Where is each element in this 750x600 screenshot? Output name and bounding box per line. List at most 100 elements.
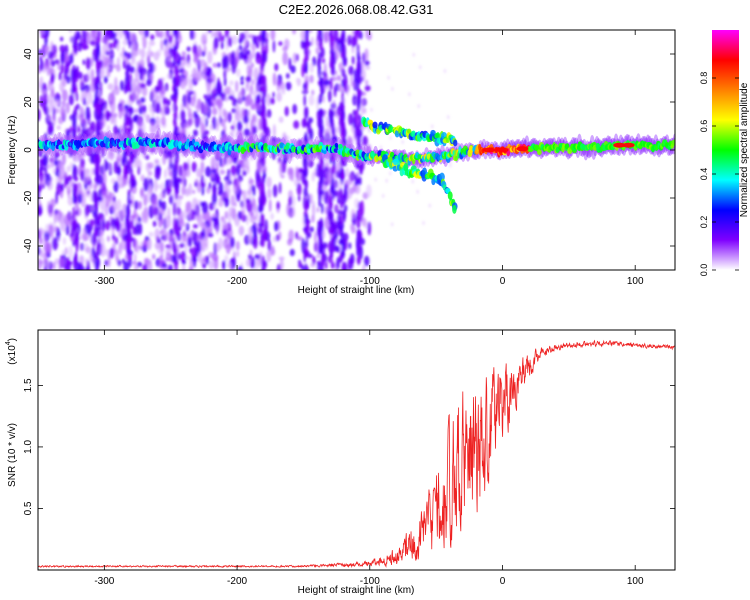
heatmap-cell xyxy=(334,179,338,189)
heatmap-cell xyxy=(161,263,168,268)
heatmap-cell xyxy=(222,259,226,270)
heatmap-cell xyxy=(96,30,101,44)
heatmap-cell xyxy=(227,112,232,123)
heatmap-cell xyxy=(336,75,342,82)
heatmap-cell xyxy=(136,60,140,71)
heatmap-cell xyxy=(113,112,118,118)
heatmap-cell xyxy=(180,128,186,139)
heatmap-cell xyxy=(93,182,97,193)
heatmap-cell xyxy=(240,200,245,209)
heatmap-cell xyxy=(125,127,131,136)
heatmap-cell xyxy=(154,242,160,250)
heatmap-cell xyxy=(341,30,346,42)
heatmap-cell xyxy=(357,57,361,72)
heatmap-cell xyxy=(224,179,231,194)
heatmap-cell xyxy=(331,235,335,244)
heatmap-cell xyxy=(202,263,207,269)
heatmap-cell xyxy=(49,227,53,239)
spectrogram-x-tick-label: -300 xyxy=(94,276,114,287)
heatmap-cell xyxy=(160,116,166,126)
heatmap-cell xyxy=(238,96,243,104)
heatmap-cell xyxy=(72,163,76,180)
heatmap-cell xyxy=(159,192,165,201)
heatmap-cell xyxy=(60,51,65,65)
ridge-cell xyxy=(285,142,291,151)
heatmap-cell xyxy=(295,231,299,240)
heatmap-cell xyxy=(189,230,194,239)
heatmap-cell xyxy=(215,242,221,253)
heatmap-cell xyxy=(257,75,261,87)
heatmap-cell xyxy=(142,240,148,249)
heatmap-cell xyxy=(336,257,340,270)
ridge-cell xyxy=(537,149,542,156)
heatmap-cell xyxy=(57,61,61,71)
heatmap-cell xyxy=(194,117,201,126)
heatmap-cell xyxy=(226,159,229,167)
heatmap-cell xyxy=(210,156,216,170)
heatmap-cell xyxy=(137,200,142,210)
heatmap-cell xyxy=(79,78,85,88)
heatmap-cell xyxy=(104,33,110,47)
heatmap-cell xyxy=(282,131,287,146)
heatmap-cell xyxy=(64,55,68,65)
heatmap-cell xyxy=(323,63,328,77)
heatmap-cell xyxy=(248,178,255,185)
heatmap-cell xyxy=(164,168,168,179)
heatmap-cell xyxy=(272,40,276,53)
ridge-cell xyxy=(447,191,453,200)
heatmap-cell xyxy=(364,255,370,267)
heatmap-cell xyxy=(356,44,360,52)
heatmap-cell xyxy=(129,104,132,119)
heatmap-cell xyxy=(166,53,172,62)
heatmap-cell xyxy=(131,78,137,89)
heatmap-cell xyxy=(235,103,240,116)
heatmap-cell xyxy=(341,173,345,180)
heatmap-cell xyxy=(193,52,200,60)
heatmap-cell xyxy=(91,55,94,65)
heatmap-cell xyxy=(298,167,304,173)
heatmap-cell xyxy=(134,217,139,225)
heatmap-cell xyxy=(168,264,173,270)
heatmap-cell xyxy=(122,205,126,216)
heatmap-cell xyxy=(101,145,105,158)
heatmap-cell xyxy=(182,78,187,90)
heatmap-cell xyxy=(146,237,152,251)
heatmap-cell xyxy=(139,71,144,81)
heatmap-cell xyxy=(236,159,242,165)
heatmap-cell xyxy=(155,115,161,126)
heatmap-cell xyxy=(211,107,218,116)
heatmap-cell xyxy=(126,71,130,79)
heatmap-cell xyxy=(76,182,82,189)
heatmap-cell xyxy=(166,73,173,80)
heatmap-cell xyxy=(319,38,323,47)
heatmap-cell xyxy=(159,241,165,253)
heatmap-cell xyxy=(196,69,202,82)
heatmap-cell xyxy=(320,85,325,96)
heatmap-cell xyxy=(210,171,214,177)
heatmap-cell xyxy=(189,30,194,41)
heatmap-cell xyxy=(356,255,361,265)
heatmap-cell xyxy=(185,121,191,129)
heatmap-cell xyxy=(303,94,307,107)
heatmap-cell xyxy=(316,253,321,259)
heatmap-cell xyxy=(139,58,145,67)
spectrogram-x-tick-label: -100 xyxy=(360,276,380,287)
heatmap-cell xyxy=(243,39,248,46)
heatmap-cell xyxy=(216,97,223,111)
noise-blobs xyxy=(38,30,452,270)
heatmap-cell xyxy=(358,31,363,40)
heatmap-cell xyxy=(208,252,214,259)
heatmap-cell xyxy=(329,227,334,236)
heatmap-cell xyxy=(223,76,227,87)
heatmap-cell xyxy=(208,260,214,270)
heatmap-cell xyxy=(53,159,59,166)
heatmap-cell xyxy=(179,210,184,225)
heatmap-cell xyxy=(154,228,160,241)
heatmap-cell xyxy=(203,101,209,115)
heatmap-cell xyxy=(101,219,106,232)
heatmap-cell xyxy=(67,245,74,260)
heatmap-cell xyxy=(324,216,331,230)
heatmap-cell xyxy=(337,220,345,231)
heatmap-cell xyxy=(370,107,373,112)
heatmap-cell xyxy=(200,151,206,160)
